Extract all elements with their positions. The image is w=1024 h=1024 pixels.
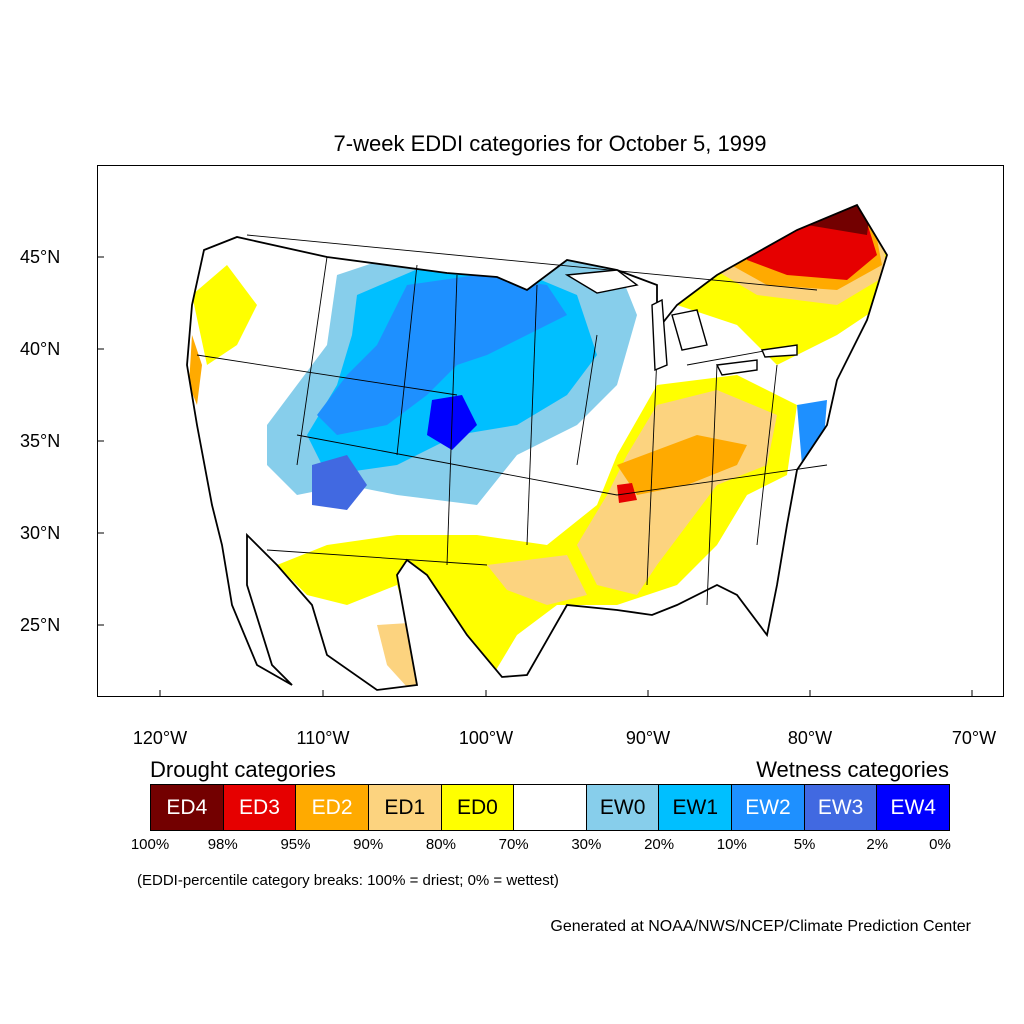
legend-break-label: 80% bbox=[425, 836, 456, 853]
lat-label-30: 30°N bbox=[20, 523, 61, 543]
graticule-ticks bbox=[97, 256, 973, 697]
ed1-region-texas bbox=[487, 555, 587, 605]
legend-break-label: 70% bbox=[498, 836, 529, 853]
legend-swatch-ew0: EW0 bbox=[586, 785, 660, 830]
legend-break-label: 20% bbox=[644, 836, 675, 853]
lon-label-120w: 120°W bbox=[132, 728, 188, 748]
wetness-categories-heading: Wetness categories bbox=[756, 757, 949, 782]
state-borders bbox=[196, 234, 828, 606]
legend-break-label: 10% bbox=[716, 836, 747, 853]
legend-colorbar: ED4 ED3 ED2 ED1 ED0 EW0 EW1 EW2 EW3 EW4 bbox=[150, 784, 950, 831]
lat-label-45: 45°N bbox=[20, 247, 61, 267]
lat-label-40: 40°N bbox=[20, 339, 61, 359]
legend-swatch-ew4: EW4 bbox=[877, 785, 950, 830]
ew3-region-southwest bbox=[312, 455, 367, 510]
great-lakes bbox=[564, 269, 798, 376]
credit-text: Generated at NOAA/NWS/NCEP/Climate Predi… bbox=[550, 918, 971, 935]
ed2-region bbox=[617, 435, 747, 495]
map-title: 7-week EDDI categories for October 5, 19… bbox=[333, 131, 767, 156]
legend-break-label: 2% bbox=[866, 836, 889, 853]
legend-break-label: 30% bbox=[571, 836, 602, 853]
lon-label-70w: 70°W bbox=[951, 728, 997, 748]
lat-label-25: 25°N bbox=[20, 615, 61, 635]
legend-break-label: 5% bbox=[793, 836, 816, 853]
legend-break-label: 100% bbox=[130, 836, 170, 853]
drought-categories-heading: Drought categories bbox=[150, 757, 336, 782]
lon-label-110w: 110°W bbox=[296, 728, 350, 748]
legend-break-label: 95% bbox=[280, 836, 311, 853]
lon-label-80w: 80°W bbox=[787, 728, 833, 748]
lon-label-90w: 90°W bbox=[625, 728, 671, 748]
legend-swatch-ew3: EW3 bbox=[804, 785, 878, 830]
category-breaks-note: (EDDI-percentile category breaks: 100% =… bbox=[137, 872, 559, 889]
legend-swatch-ed1: ED1 bbox=[368, 785, 442, 830]
legend-break-label: 98% bbox=[207, 836, 238, 853]
legend-swatch-ed0: ED0 bbox=[441, 785, 515, 830]
legend-swatch-ew2: EW2 bbox=[732, 785, 805, 830]
legend-swatch-ed4: ED4 bbox=[151, 785, 224, 830]
ed2-region-west bbox=[189, 335, 202, 405]
lat-label-35: 35°N bbox=[20, 431, 61, 451]
legend-swatch-ed2: ED2 bbox=[296, 785, 369, 830]
legend-swatch-normal bbox=[514, 785, 587, 830]
legend-break-label: 90% bbox=[353, 836, 384, 853]
legend-swatch-ed3: ED3 bbox=[223, 785, 297, 830]
ed0-region-west bbox=[192, 265, 257, 365]
lon-label-100w: 100°W bbox=[458, 728, 514, 748]
map-frame bbox=[97, 165, 1004, 697]
eddi-map bbox=[97, 165, 1004, 697]
map-panel bbox=[97, 165, 1004, 697]
ed3-region-south bbox=[617, 483, 637, 503]
legend-swatch-ew1: EW1 bbox=[659, 785, 733, 830]
legend-break-label: 0% bbox=[929, 836, 951, 853]
ew2-region bbox=[317, 275, 567, 435]
